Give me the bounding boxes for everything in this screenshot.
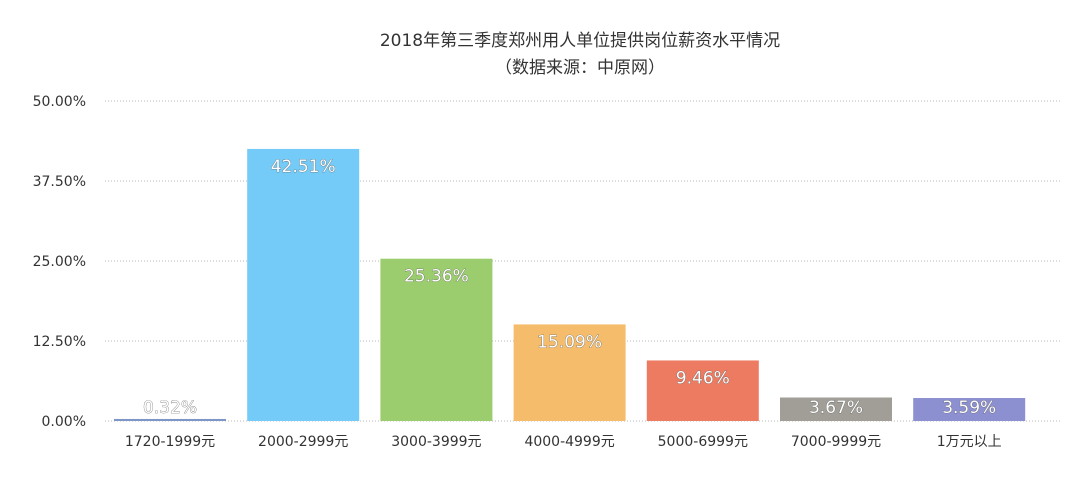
bar [247, 148, 360, 421]
x-tick-label: 2000-2999元 [258, 434, 348, 450]
y-tick-label: 12.50% [33, 334, 86, 350]
bar [380, 258, 493, 421]
x-tick-label: 5000-6999元 [658, 434, 748, 450]
data-label: 25.36% [404, 267, 469, 287]
bar [913, 398, 1026, 421]
x-tick-label: 1720-1999元 [125, 434, 215, 450]
data-label: 9.46% [676, 368, 730, 388]
data-label: 42.51% [271, 157, 336, 177]
bar [780, 397, 892, 421]
data-label: 15.09% [537, 332, 602, 352]
x-tick-label: 7000-9999元 [791, 434, 881, 450]
bar [513, 324, 626, 421]
y-tick-label: 25.00% [33, 254, 86, 270]
bar [646, 360, 759, 421]
x-tick-label: 4000-4999元 [524, 434, 614, 450]
bar [114, 418, 226, 421]
data-labels: 0.32% 42.51% 25.36% 15.09% 9.46% 3.67% 3.59% [143, 157, 997, 419]
y-tick-label: 0.00% [42, 414, 86, 430]
data-label: 3.67% [809, 398, 863, 418]
y-tick-label: 50.00% [33, 94, 86, 110]
data-label: 3.59% [942, 398, 996, 418]
x-tick-label: 3000-3999元 [391, 434, 481, 450]
chart-title: 2018年第三季度郑州用人单位提供岗位薪资水平情况 [380, 31, 780, 51]
chart-subtitle: （数据来源：中原网） [495, 58, 665, 78]
y-axis-ticks: 0.00% 12.50% 25.00% 37.50% 50.00% [33, 94, 86, 430]
bars [114, 148, 1026, 421]
data-label: 0.32% [143, 398, 197, 418]
x-tick-label: 1万元以上 [937, 434, 1002, 450]
x-axis-ticks: 1720-1999元 2000-2999元 3000-3999元 4000-4999元… [125, 434, 1002, 450]
y-tick-label: 37.50% [33, 174, 86, 190]
